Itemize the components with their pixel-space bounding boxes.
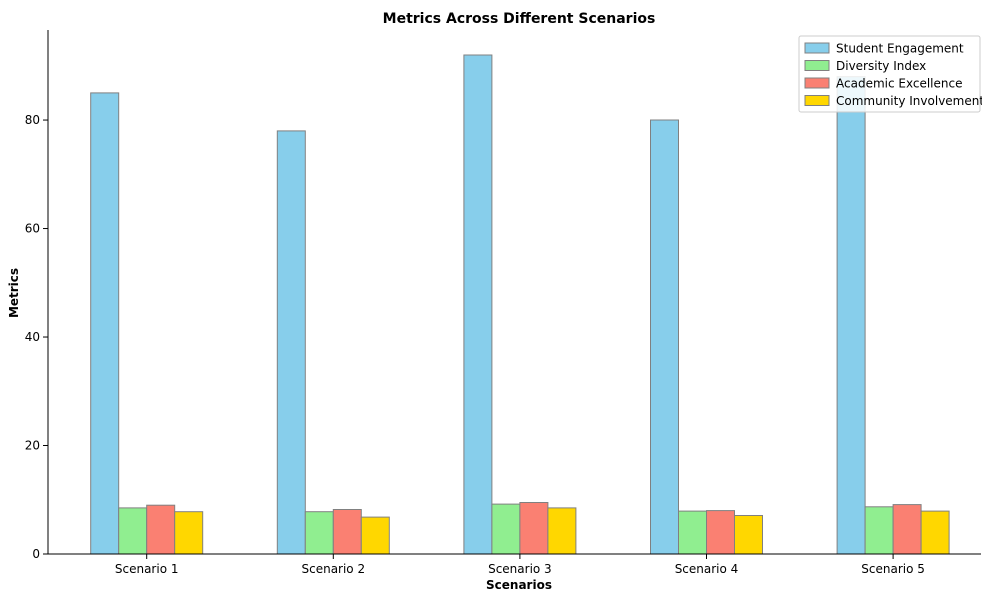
bar-academic-excellence-3 <box>519 502 549 555</box>
legend-label: Community Involvement <box>836 94 982 108</box>
legend: Student Engagement Diversity Index Academi… <box>798 35 982 113</box>
x-axis-ticks: Scenario 1 Scenario 2 Scenario 3 Scenario 4… <box>115 554 925 576</box>
x-tick-label: Scenario 3 <box>488 562 552 576</box>
y-axis-label: Metrics <box>7 268 21 318</box>
x-tick-label: Scenario 4 <box>675 562 739 576</box>
legend-label: Academic Excellence <box>836 77 962 91</box>
y-tick-label: 60 <box>25 222 40 236</box>
bar-community-involvement-3 <box>547 507 577 555</box>
bar-diversity-index-1 <box>118 507 148 555</box>
bar-academic-excellence-5 <box>892 504 922 555</box>
bar-student-engagement-4 <box>650 119 679 555</box>
y-tick-label: 80 <box>25 113 40 127</box>
chart-title: Metrics Across Different Scenarios <box>383 11 656 27</box>
bar-student-engagement-2 <box>276 130 306 555</box>
legend-swatch <box>804 60 830 71</box>
x-tick-label: Scenario 1 <box>115 562 179 576</box>
bar-community-involvement-5 <box>920 510 950 555</box>
y-tick-label: 0 <box>32 547 40 561</box>
bar-community-involvement-2 <box>360 516 390 555</box>
legend-label: Student Engagement <box>836 42 964 56</box>
bar-student-engagement-5 <box>836 76 866 555</box>
plot-area <box>47 30 981 555</box>
bar-community-involvement-4 <box>734 515 763 555</box>
x-tick-label: Scenario 5 <box>861 562 925 576</box>
legend-box <box>798 35 981 113</box>
legend-label: Diversity Index <box>836 59 926 73</box>
y-axis-ticks: 0 20 40 60 80 <box>25 113 48 561</box>
bar-diversity-index-5 <box>864 506 894 555</box>
legend-swatch <box>804 95 830 106</box>
bar-community-involvement-1 <box>174 511 204 555</box>
bar-diversity-index-2 <box>304 511 334 555</box>
bar-academic-excellence-4 <box>706 510 735 555</box>
bar-academic-excellence-1 <box>146 504 176 555</box>
legend-swatch <box>804 77 830 89</box>
bar-student-engagement-1 <box>90 92 120 555</box>
y-tick-label: 20 <box>25 439 40 453</box>
legend-swatch <box>804 42 830 54</box>
x-tick-label: Scenario 2 <box>301 562 365 576</box>
x-axis-label: Scenarios <box>486 578 552 592</box>
bar-student-engagement-3 <box>463 54 493 555</box>
bar-academic-excellence-2 <box>332 509 362 555</box>
bar-diversity-index-3 <box>491 503 521 555</box>
y-tick-label: 40 <box>25 330 40 344</box>
bar-diversity-index-4 <box>678 510 707 555</box>
